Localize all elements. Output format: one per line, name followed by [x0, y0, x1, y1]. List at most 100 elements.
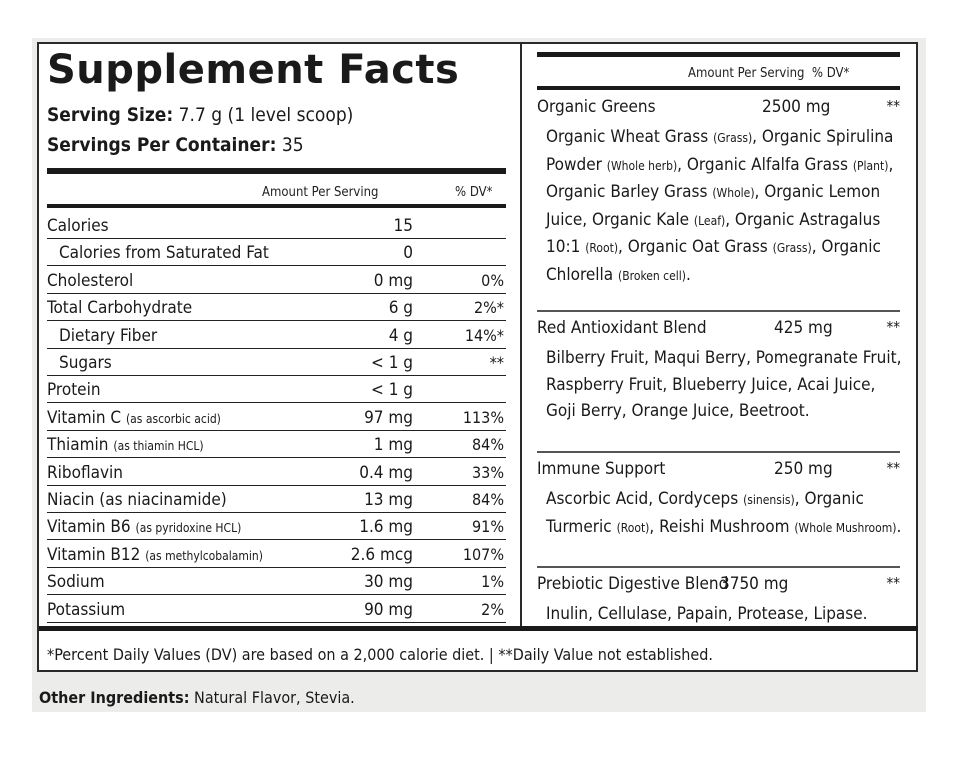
- nutrient-row: Vitamin C (as ascorbic acid) 97 mg 113%: [47, 403, 506, 431]
- blend-dv: **: [886, 318, 901, 336]
- blend-name: Immune Support: [537, 459, 666, 479]
- nutrient-row: Cholesterol 0 mg 0%: [47, 266, 506, 294]
- serving-size: Serving Size: 7.7 g (1 level scoop): [47, 106, 353, 125]
- blend-ingredients: Inulin, Cellulase, Papain, Protease, Lip…: [546, 604, 868, 624]
- nutrient-row: Protein < 1 g: [47, 375, 506, 404]
- nutrient-label: Sodium: [47, 572, 105, 593]
- nutrient-amount: 97 mg: [364, 407, 413, 428]
- nutrient-row: Calories 15: [47, 211, 506, 239]
- blend-name: Prebiotic Digestive Blend: [537, 574, 729, 594]
- nutrient-amount: 1 mg: [373, 435, 413, 456]
- blend-name: Organic Greens: [537, 97, 656, 117]
- right-amount-header: Amount Per Serving % DV*: [688, 66, 850, 81]
- nutrient-dv: **: [489, 353, 504, 372]
- nutrient-label: Vitamin C (as ascorbic acid): [47, 407, 221, 428]
- nutrient-row: Thiamin (as thiamin HCL) 1 mg 84%: [47, 430, 506, 459]
- nutrient-label: Calories: [47, 216, 109, 236]
- serving-size-value: 7.7 g (1 level scoop): [173, 104, 354, 126]
- nutrient-amount: < 1 g: [371, 353, 413, 373]
- nutrient-row: Calories from Saturated Fat 0: [47, 238, 506, 267]
- blend-ingredients: Bilberry Fruit, Maqui Berry, Pomegranate…: [546, 348, 902, 421]
- nutrient-label: Vitamin B6 (as pyridoxine HCL): [47, 517, 242, 538]
- nutrient-dv: 84%: [472, 435, 504, 455]
- column-divider: [520, 44, 522, 627]
- header-rule: [47, 204, 506, 208]
- nutrient-label: Cholesterol: [47, 270, 134, 291]
- nutrient-row: Niacin (as niacinamide) 13 mg 84%: [47, 485, 506, 513]
- nutrient-dv: 107%: [462, 544, 504, 564]
- blend-dv: **: [886, 97, 901, 115]
- nutrient-row: Riboflavin 0.4 mg 33%: [47, 458, 506, 486]
- nutrient-form: (as pyridoxine HCL): [135, 521, 242, 536]
- blend-amount: 2500 mg: [762, 97, 831, 117]
- dv-header: % DV*: [455, 185, 493, 200]
- nutrient-label: Total Carbohydrate: [47, 298, 193, 319]
- servings-label: Servings Per Container:: [47, 134, 277, 156]
- bottom-rule: [39, 626, 918, 631]
- nutrient-dv: 2%: [481, 599, 504, 619]
- label-title: Supplement Facts: [47, 47, 460, 93]
- blend-separator: [537, 566, 900, 568]
- nutrient-label: Sugars: [59, 353, 112, 373]
- nutrient-row: Potassium 90 mg 2%: [47, 595, 506, 623]
- nutrient-amount: < 1 g: [371, 380, 413, 401]
- blend-name: Red Antioxidant Blend: [537, 318, 707, 338]
- other-ingredients-value: Natural Flavor, Stevia.: [189, 688, 355, 707]
- servings-value: 35: [276, 134, 304, 156]
- nutrient-dv: 33%: [472, 462, 504, 482]
- servings-per-container: Servings Per Container: 35: [47, 136, 304, 155]
- blend-separator: [537, 310, 900, 312]
- nutrient-amount: 90 mg: [364, 599, 413, 620]
- nutrient-amount: 13 mg: [364, 490, 413, 510]
- nutrient-row: Dietary Fiber 4 g 14%*: [47, 321, 506, 349]
- nutrient-amount: 0: [403, 243, 413, 264]
- serving-size-label: Serving Size:: [47, 104, 174, 126]
- nutrient-dv: 14%*: [464, 325, 504, 345]
- nutrient-row: Vitamin B6 (as pyridoxine HCL) 1.6 mg 91%: [47, 512, 506, 541]
- right-top-rule: [537, 52, 900, 57]
- nutrient-row: Total Carbohydrate 6 g 2%*: [47, 293, 506, 322]
- nutrient-amount: 0.4 mg: [359, 462, 413, 483]
- nutrient-form: (as methylcobalamin): [145, 548, 263, 563]
- nutrient-dv: 113%: [462, 407, 504, 427]
- nutrient-label: Dietary Fiber: [59, 325, 158, 346]
- daily-value-footnote: *Percent Daily Values (DV) are based on …: [47, 645, 713, 664]
- nutrient-form: (as thiamin HCL): [113, 439, 204, 454]
- nutrient-dv: 84%: [472, 490, 504, 509]
- nutrient-amount: 4 g: [388, 325, 413, 346]
- nutrient-label: Thiamin (as thiamin HCL): [47, 435, 204, 456]
- nutrient-dv: 91%: [472, 517, 504, 537]
- right-header-rule: [537, 86, 900, 90]
- nutrient-label: Calories from Saturated Fat: [59, 243, 269, 264]
- nutrient-form: (as ascorbic acid): [125, 411, 221, 426]
- nutrient-amount: 2.6 mcg: [350, 544, 413, 565]
- blend-ingredients: Organic Wheat Grass (Grass), Organic Spi…: [546, 127, 894, 285]
- nutrient-amount: 30 mg: [364, 572, 413, 593]
- blend-dv: **: [886, 574, 901, 592]
- blend-amount: 3750 mg: [720, 574, 789, 594]
- blend-separator: [537, 451, 900, 453]
- nutrient-amount: 1.6 mg: [359, 517, 413, 538]
- other-ingredients: Other Ingredients: Natural Flavor, Stevi…: [39, 688, 355, 707]
- nutrient-label: Riboflavin: [47, 462, 123, 483]
- nutrient-label: Vitamin B12 (as methylcobalamin): [47, 544, 263, 565]
- nutrient-label: Niacin (as niacinamide): [47, 490, 227, 510]
- other-ingredients-label: Other Ingredients:: [39, 688, 190, 707]
- blend-dv: **: [886, 459, 901, 477]
- blend-amount: 250 mg: [774, 459, 833, 479]
- nutrient-amount: 15: [393, 216, 413, 236]
- nutrient-label: Potassium: [47, 599, 126, 620]
- amount-per-serving-header: Amount Per Serving: [262, 185, 379, 200]
- nutrient-row: Sodium 30 mg 1%: [47, 567, 506, 596]
- nutrient-row: Vitamin B12 (as methylcobalamin) 2.6 mcg 1…: [47, 540, 506, 568]
- nutrient-label: Protein: [47, 380, 101, 401]
- nutrient-dv: 1%: [481, 572, 504, 592]
- nutrient-dv: 0%: [481, 270, 504, 290]
- thick-rule: [47, 168, 506, 174]
- nutrient-dv: 2%*: [473, 298, 504, 318]
- nutrient-amount: 0 mg: [373, 270, 413, 291]
- nutrient-row: Sugars < 1 g **: [47, 348, 506, 376]
- blend-amount: 425 mg: [774, 318, 833, 338]
- nutrient-amount: 6 g: [388, 298, 413, 319]
- blend-ingredients: Ascorbic Acid, Cordyceps (sinensis), Org…: [546, 489, 902, 537]
